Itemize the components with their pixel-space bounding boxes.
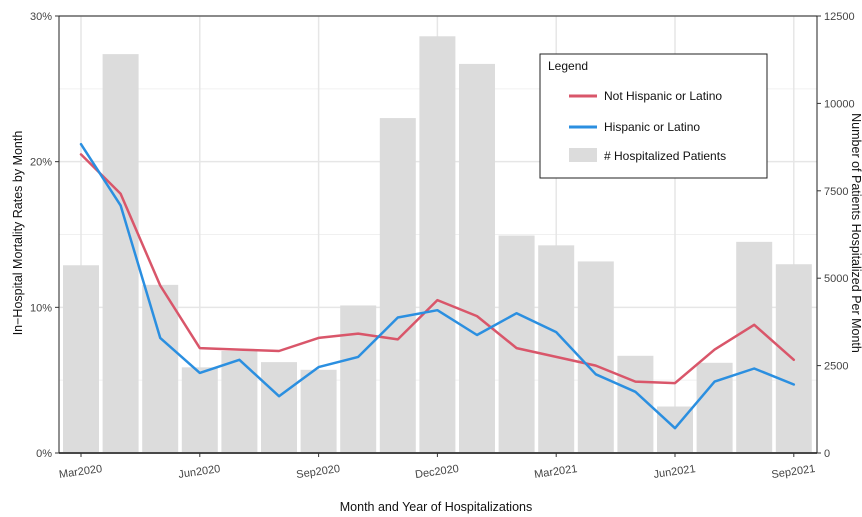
bar-aug2021 (736, 241, 773, 453)
bar-apr2020 (102, 54, 139, 454)
x-tick-label: Jun2021 (653, 463, 696, 481)
legend-label-hospitalized: # Hospitalized Patients (604, 149, 726, 163)
bar-sep2020 (300, 369, 337, 453)
bar-feb2021 (498, 235, 535, 453)
bar-jun2020 (181, 367, 218, 453)
bar-may2020 (142, 284, 179, 453)
y-right-tick-label: 10000 (824, 98, 855, 110)
y-right-tick-label: 5000 (824, 273, 848, 285)
y-left-tick-label: 30% (30, 11, 52, 23)
legend-title: Legend (548, 59, 588, 73)
line-not-hispanic-or-latino (79, 153, 796, 385)
line-hispanic-or-latino (79, 142, 796, 430)
x-tick-label: Jun2020 (178, 463, 221, 481)
plot-panel-border (58, 15, 818, 454)
y-left-tick-label: 0% (36, 448, 52, 460)
bar-jul2020 (221, 350, 258, 453)
x-tick-label: Mar2020 (58, 463, 103, 481)
x-tick-label: Mar2021 (533, 463, 578, 481)
bar-aug2020 (261, 362, 297, 453)
bar-mar2021 (538, 245, 575, 453)
y-left-tick-label: 20% (30, 157, 52, 169)
hospitalized-bars (63, 36, 812, 454)
y-left-tick-label: 10% (30, 302, 52, 314)
legend: Legend Not Hispanic or Latino Hispanic o… (539, 53, 768, 179)
bar-mar2020 (63, 265, 99, 453)
y-right-tick-label: 12500 (824, 11, 855, 23)
bar-oct2020 (340, 305, 377, 453)
legend-label-hispanic: Hispanic or Latino (604, 120, 700, 134)
y-right-tick-label: 7500 (824, 186, 848, 198)
mortality-lines (79, 142, 796, 430)
bar-jan2021 (459, 63, 495, 453)
y-right-tick-label: 2500 (824, 361, 848, 373)
legend-label-not-hispanic: Not Hispanic or Latino (604, 89, 722, 103)
axes: 0% 10% 20% 30% 0 2500 5000 7500 10000 12500 Mar202… (30, 11, 855, 481)
y-axis-left-title: In−Hospital Mortality Rates by Month (11, 131, 25, 336)
y-right-tick-label: 0 (824, 448, 830, 460)
bar-dec2020 (419, 36, 456, 454)
x-axis-title: Month and Year of Hospitalizations (340, 500, 533, 514)
bar-nov2020 (379, 118, 416, 454)
y-axis-right-title: Number of Patients Hospitalized Per Mont… (849, 113, 862, 353)
bar-apr2021 (577, 261, 614, 453)
legend-key-hospitalized (569, 148, 597, 162)
